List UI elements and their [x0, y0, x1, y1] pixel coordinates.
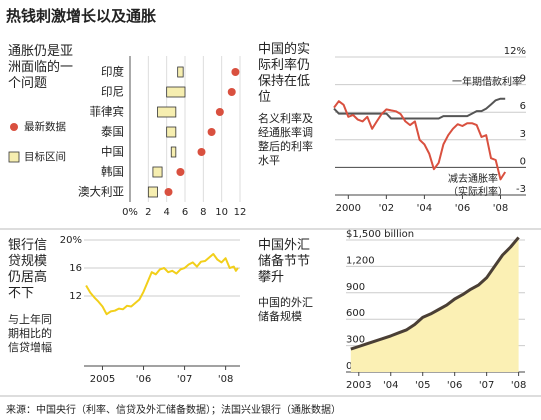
- y-tick-label: 900: [346, 282, 365, 293]
- line: [333, 97, 506, 120]
- x-tick-label: '06: [136, 374, 151, 385]
- latest-dot: [231, 68, 240, 76]
- y-tick-label: 12: [69, 291, 82, 302]
- x-tick-label: '07: [177, 374, 192, 385]
- y-tick-label: 600: [346, 308, 365, 319]
- y-tick-label: 3: [520, 129, 526, 140]
- target-range: [166, 126, 177, 138]
- line: [333, 100, 507, 181]
- y-tick-label: 16: [69, 263, 82, 274]
- y-tick-label: 9: [520, 74, 526, 85]
- x-tick-label: '06: [447, 380, 462, 391]
- x-tick-label: 6: [182, 207, 188, 218]
- legend-marker: [8, 151, 20, 163]
- x-tick-label: 2000: [336, 203, 361, 214]
- line: [350, 236, 520, 351]
- x-tick-label: '06: [455, 203, 470, 214]
- chart-title: 银行信贷规模仍居高不下: [8, 238, 48, 301]
- target-range: [177, 66, 184, 78]
- area: [350, 237, 519, 372]
- x-tick-label: '04: [383, 380, 398, 391]
- x-tick-label: '04: [417, 203, 432, 214]
- chart-subtitle: 中国的外汇储备规模: [258, 296, 313, 323]
- y-tick-label: 6: [520, 101, 526, 112]
- x-tick-label: 8: [200, 207, 206, 218]
- latest-dot: [197, 148, 206, 156]
- category-label: 印尼: [101, 85, 124, 99]
- y-tick-label: -3: [516, 184, 526, 195]
- category-label: 泰国: [101, 125, 124, 139]
- y-tick-label: 300: [346, 335, 365, 346]
- x-tick-label: '02: [379, 203, 394, 214]
- category-label: 韩国: [101, 165, 124, 179]
- y-tick-label: 20%: [60, 235, 82, 246]
- latest-dot: [215, 108, 224, 116]
- x-tick-label: '08: [511, 380, 526, 391]
- target-range: [170, 146, 177, 158]
- x-tick-label: 10: [215, 207, 228, 218]
- legend-label: 目标区间: [24, 150, 66, 163]
- line: [85, 253, 239, 316]
- x-tick-label: '08: [493, 203, 508, 214]
- chart-subtitle: 与上年同期相比的信贷增幅: [8, 313, 52, 354]
- page-title: 热钱刺激增长以及通胀: [6, 7, 157, 25]
- legend-label: 最新数据: [24, 120, 66, 133]
- y-tick-label: 12%: [504, 46, 526, 57]
- x-tick-label: '07: [479, 380, 494, 391]
- latest-dot: [207, 128, 216, 136]
- x-tick-label: '08: [218, 374, 233, 385]
- latest-dot: [164, 188, 173, 196]
- category-label: 印度: [101, 65, 124, 79]
- latest-dot: [227, 88, 236, 96]
- x-tick-label: '05: [415, 380, 430, 391]
- legend-marker: [10, 123, 18, 131]
- latest-dot: [176, 168, 185, 176]
- y-tick-label: 0: [346, 361, 352, 372]
- chart-title: 中国的实际利率仍保持在低位: [258, 42, 311, 105]
- category-label: 菲律宾: [90, 105, 125, 119]
- y-tick-label: 0: [520, 156, 526, 167]
- series-label: 减去通胀率（实际利率）: [448, 174, 508, 198]
- y-tick-label: 1,200: [346, 255, 375, 266]
- target-range: [157, 106, 177, 118]
- x-tick-label: 2003: [346, 380, 371, 391]
- series-label: 一年期借款利率: [452, 77, 522, 88]
- source: 来源：中国央行（利率、信贷及外汇储备数据）；法国兴业银行（通胀数据）: [6, 405, 341, 416]
- target-range: [147, 186, 158, 198]
- chart-title: 中国外汇储备节节攀升: [258, 238, 311, 285]
- category-label: 中国: [101, 145, 124, 159]
- x-tick-label: 12: [234, 207, 247, 218]
- chart-subtitle: 名义利率及经通胀率调整后的利率水平: [258, 112, 313, 167]
- target-range: [166, 86, 186, 98]
- chart-title: 通胀仍是亚洲面临的一个问题: [8, 44, 74, 91]
- y-tick-label: $1,500 billion: [346, 229, 414, 240]
- x-tick-label: 0%: [122, 207, 138, 218]
- target-range: [152, 166, 163, 178]
- x-tick-label: 4: [163, 207, 169, 218]
- category-label: 澳大利亚: [78, 185, 124, 199]
- x-tick-label: 2005: [90, 374, 115, 385]
- x-tick-label: 2: [145, 207, 151, 218]
